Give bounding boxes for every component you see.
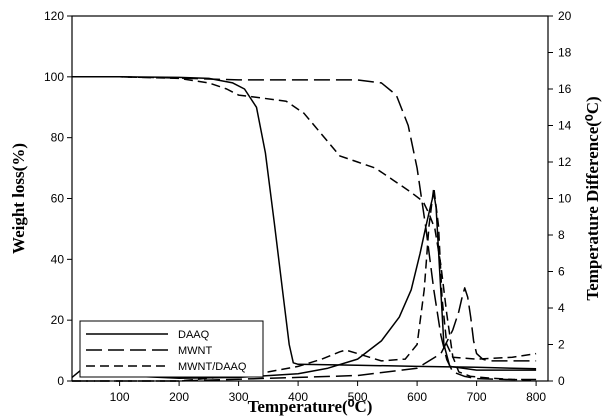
y-right-tick-label: 2: [558, 338, 565, 352]
y-right-tick-label: 18: [558, 46, 572, 60]
y-right-tick-label: 8: [558, 228, 565, 242]
y-left-tick-label: 100: [44, 70, 64, 84]
x-tick-label: 100: [110, 390, 130, 404]
y-left-tick-label: 80: [51, 131, 65, 145]
y-right-tick-label: 14: [558, 119, 572, 133]
x-tick-label: 200: [169, 390, 189, 404]
y-right-tick-label: 16: [558, 82, 572, 96]
series-line-0: [72, 76, 537, 370]
x-tick-label: 600: [407, 390, 427, 404]
series-line-2: [72, 76, 537, 381]
y-left-tick-label: 40: [51, 252, 65, 266]
y-left-tick-label: 20: [51, 313, 65, 327]
x-tick-label: 400: [288, 390, 308, 404]
y-left-tick-label: 0: [57, 374, 64, 388]
legend-label-2: MWNT/DAAQ: [178, 361, 247, 373]
series-group: [71, 76, 537, 382]
tick-group: 100 200 300 400 500 600 700 800 0 20 40 60 80 100 120 0…: [44, 9, 572, 404]
series-line-4: [72, 287, 537, 382]
legend: DAAQ MWNT MWNT/DAAQ: [79, 320, 264, 378]
y-right-tick-label: 12: [558, 155, 572, 169]
y-right-tick-label: 0: [558, 374, 565, 388]
legend-label-0: DAAQ: [178, 329, 210, 341]
x-axis-label: Temperature(⁰C): [248, 397, 373, 416]
x-tick-label: 300: [229, 390, 249, 404]
x-tick-label: 700: [467, 390, 487, 404]
y-right-tick-label: 10: [558, 192, 572, 206]
x-tick-label: 500: [348, 390, 368, 404]
x-tick-label: 800: [526, 390, 546, 404]
y-right-tick-label: 20: [558, 9, 572, 23]
y-right-tick-label: 6: [558, 265, 565, 279]
series-line-1: [72, 76, 537, 381]
legend-box: [79, 320, 264, 378]
y-left-tick-label: 60: [51, 192, 65, 206]
y-left-tick-label: 120: [44, 9, 64, 23]
y-right-tick-label: 4: [558, 301, 565, 315]
legend-label-1: MWNT: [178, 345, 212, 357]
y-axis-left-label: Weight loss(%): [9, 143, 28, 254]
y-axis-right-label: Temperature Difference(⁰C): [583, 96, 602, 300]
